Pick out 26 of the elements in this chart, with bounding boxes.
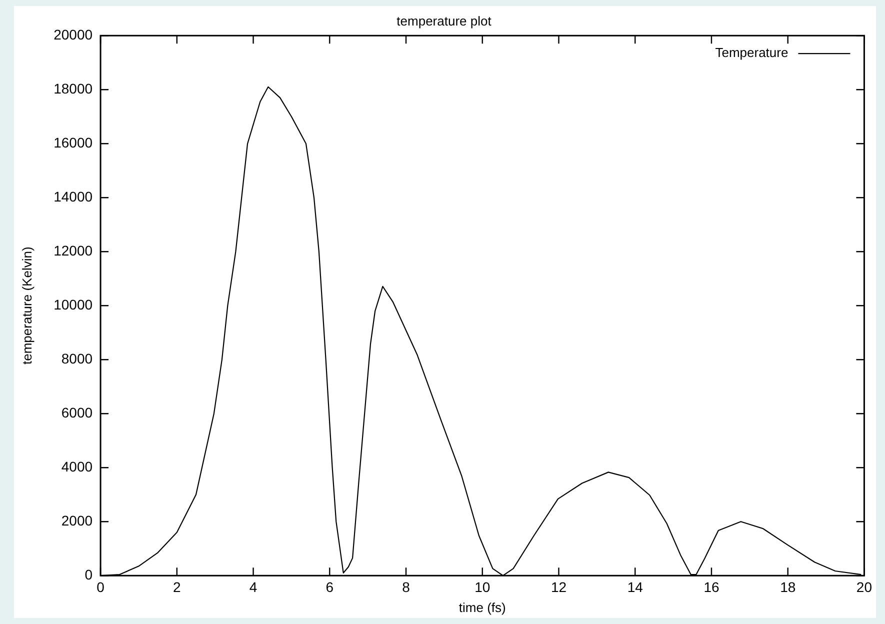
y-tick-label: 4000 (61, 458, 93, 474)
y-tick-label: 20000 (54, 26, 93, 42)
y-tick-label: 2000 (61, 512, 93, 528)
chart-title: temperature plot (396, 13, 492, 28)
x-tick-label: 10 (474, 578, 490, 595)
x-axis-title: time (fs) (458, 600, 506, 615)
x-tick-label: 18 (780, 578, 796, 595)
x-tick-label: 0 (96, 578, 105, 595)
y-tick-label: 6000 (61, 404, 93, 420)
x-tick-label: 14 (627, 578, 644, 595)
x-tick-label: 16 (704, 578, 720, 595)
x-tick-label: 2 (173, 578, 181, 595)
legend-label: Temperature (715, 45, 788, 60)
x-tick-label: 4 (249, 578, 258, 595)
x-tick-label: 6 (326, 578, 334, 595)
y-tick-label: 0 (84, 566, 93, 582)
x-tick-label: 20 (856, 578, 872, 595)
x-tick-label: 12 (550, 578, 567, 595)
y-axis-title: temperature (Kelvin) (19, 246, 34, 364)
y-tick-label: 8000 (61, 350, 93, 366)
y-tick-label: 12000 (54, 242, 93, 258)
y-tick-label: 18000 (54, 80, 93, 96)
y-tick-label: 14000 (54, 188, 93, 204)
x-tick-label: 8 (402, 578, 410, 595)
y-tick-label: 10000 (54, 296, 93, 312)
y-tick-label: 16000 (54, 134, 93, 150)
